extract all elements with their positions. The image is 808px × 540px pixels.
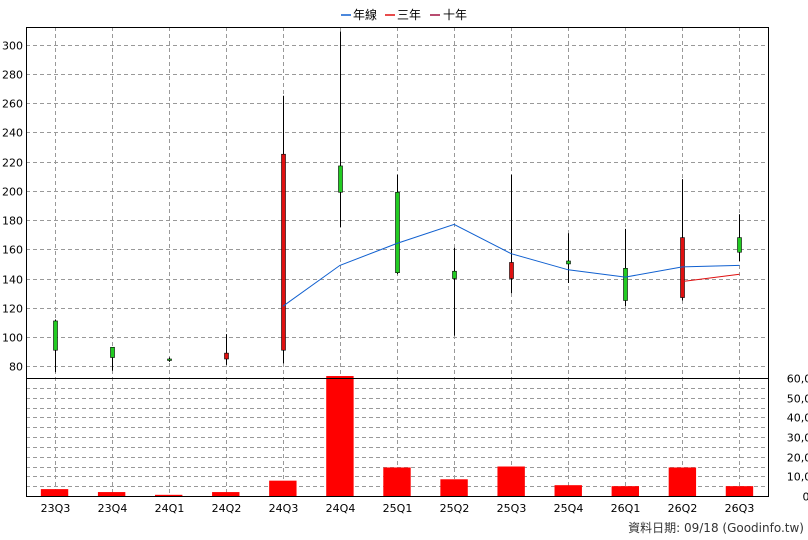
candle-body xyxy=(167,358,172,361)
volume-bar xyxy=(497,466,525,496)
x-tick-label: 26Q2 xyxy=(668,502,698,515)
candle-body xyxy=(110,346,115,358)
candle-body xyxy=(224,352,229,360)
candle-body xyxy=(452,270,457,279)
price-tick-label: 200 xyxy=(2,186,23,199)
volume-bar xyxy=(326,376,354,496)
price-tick-label: 100 xyxy=(2,332,23,345)
x-tick-label: 25Q3 xyxy=(497,502,527,515)
x-tick-label: 23Q4 xyxy=(98,502,128,515)
price-tick-label: 300 xyxy=(2,40,23,53)
candle-body xyxy=(53,320,58,351)
volume-bar xyxy=(212,492,240,496)
volume-tick-label: 20,000 xyxy=(787,452,808,465)
x-tick-label: 25Q1 xyxy=(383,502,413,515)
volume-bar xyxy=(668,467,697,496)
panel-frames xyxy=(26,27,769,497)
volume-bar xyxy=(97,492,126,496)
x-tick-label: 26Q3 xyxy=(725,502,755,515)
volume-bars xyxy=(40,376,754,496)
x-tick-label: 26Q1 xyxy=(611,502,641,515)
price-tick-label: 240 xyxy=(2,127,23,140)
price-tick-label: 260 xyxy=(2,98,23,111)
volume-bar xyxy=(154,494,183,496)
volume-tick-label: 50,000 xyxy=(787,393,808,406)
legend-label-1: 三年 xyxy=(397,8,421,22)
price-tick-label: 180 xyxy=(2,215,23,228)
volume-tick-label: 0 xyxy=(803,491,808,504)
volume-y-axis: 0 10,000 20,000 30,000 40,000 50,000 60,000 xyxy=(787,373,808,504)
legend-label-0: 年線 xyxy=(353,7,377,22)
average-lines xyxy=(282,223,740,307)
x-tick-label: 24Q4 xyxy=(326,502,356,515)
price-tick-label: 220 xyxy=(2,157,23,170)
x-tick-label: 23Q3 xyxy=(41,502,71,515)
x-axis: 23Q3 23Q4 24Q1 24Q2 24Q3 24Q4 25Q1 25Q2 25Q3 25Q4… xyxy=(41,502,755,515)
x-tick-label: 25Q4 xyxy=(554,502,584,515)
legend-label-2: 十年 xyxy=(443,8,467,22)
price-tick-label: 140 xyxy=(2,274,23,287)
price-tick-label: 80 xyxy=(9,361,23,374)
candle-body xyxy=(623,268,628,301)
price-y-axis: 80 100 120 140 160 180 200 220 240 260 280 300 xyxy=(2,40,23,374)
volume-bar xyxy=(40,489,69,496)
x-tick-label: 24Q3 xyxy=(269,502,299,515)
series-line xyxy=(282,223,740,307)
candle-body xyxy=(509,262,514,279)
volume-bar xyxy=(269,480,297,496)
volume-bar xyxy=(611,486,640,496)
volume-bar xyxy=(554,485,582,496)
series-line xyxy=(682,273,740,282)
x-tick-label: 25Q2 xyxy=(440,502,470,515)
x-tick-label: 24Q1 xyxy=(155,502,185,515)
volume-tick-label: 30,000 xyxy=(787,432,808,445)
volume-panel-frame xyxy=(26,378,769,497)
volume-bar xyxy=(440,479,468,496)
volume-bar xyxy=(383,467,411,496)
volume-tick-label: 60,000 xyxy=(787,373,808,386)
candle-body xyxy=(338,165,343,193)
price-tick-label: 160 xyxy=(2,244,23,257)
price-tick-label: 120 xyxy=(2,303,23,316)
x-tick-label: 24Q2 xyxy=(212,502,242,515)
volume-tick-label: 40,000 xyxy=(787,412,808,425)
candlesticks xyxy=(53,31,742,373)
price-tick-label: 280 xyxy=(2,69,23,82)
volume-bar xyxy=(725,486,754,496)
candle-body xyxy=(566,260,571,265)
candle-body xyxy=(281,153,286,351)
candle-body xyxy=(737,237,742,253)
legend: 年線 三年 十年 xyxy=(341,7,467,22)
candle-body xyxy=(395,191,400,273)
source-note: 資料日期: 09/18 (Goodinfo.tw) xyxy=(628,521,804,535)
volume-tick-label: 10,000 xyxy=(787,471,808,484)
